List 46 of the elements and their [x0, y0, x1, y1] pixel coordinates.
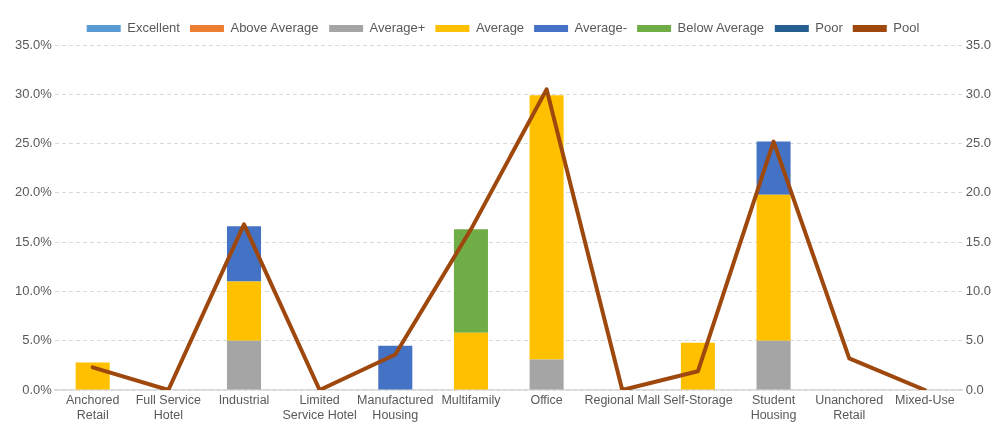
y2-tick-label: 20.0 [965, 184, 992, 200]
y2-tick-label: 10.0 [965, 283, 992, 299]
y2-tick-label: 25.0 [965, 135, 992, 151]
legend-label: Excellent [127, 20, 181, 36]
x-tick-label: Student Housing [750, 392, 797, 422]
bar [226, 281, 262, 341]
y-tick-label: 35.0% [14, 36, 53, 52]
x-tick-label: Limited Service Hotel [282, 392, 357, 422]
y-tick-label: 20.0% [14, 184, 53, 200]
bar [756, 340, 791, 390]
x-tick-label: Mixed-Use [895, 392, 955, 407]
legend-label: Poor [815, 20, 844, 36]
y-tick-label: 10.0% [14, 283, 53, 299]
bar [453, 229, 488, 333]
x-tick-label: Manufactured Housing [357, 392, 434, 422]
y-tick-label: 25.0% [14, 135, 53, 151]
legend-label: Pool [893, 20, 920, 36]
y-tick-label: 30.0% [14, 85, 53, 101]
y2-tick-label: 35.0 [965, 36, 992, 52]
x-tick-label: Industrial [218, 392, 270, 407]
x-tick-label: Self-Storage [663, 392, 733, 407]
y2-tick-label: 30.0 [965, 85, 992, 101]
y2-tick-label: 0.0 [965, 381, 984, 397]
legend-label: Average [475, 20, 525, 36]
bar [75, 362, 110, 390]
x-tick-label: Regional Mall [584, 392, 661, 407]
y-tick-label: 15.0% [14, 233, 53, 249]
y-tick-label: 5.0% [22, 332, 53, 348]
legend-label: Below Average [677, 20, 765, 36]
legend-label: Above Average [230, 20, 319, 36]
bar [453, 332, 488, 390]
y-tick-label: 0.0% [22, 381, 53, 397]
x-tick-label: Anchored Retail [65, 392, 120, 422]
y2-tick-label: 15.0 [965, 233, 992, 249]
x-tick-label: Office [530, 392, 563, 407]
bar [529, 359, 564, 390]
bar [756, 194, 791, 341]
x-tick-label: Multifamily [441, 392, 502, 407]
x-tick-label: Full Service Hotel [135, 392, 202, 422]
y2-tick-label: 5.0 [965, 332, 984, 348]
x-tick-label: Unanchored Retail [815, 392, 884, 422]
legend-label: Average- [574, 20, 628, 36]
bar [529, 95, 564, 360]
bar [378, 345, 413, 390]
bar [226, 340, 262, 390]
legend-label: Average+ [369, 20, 426, 36]
